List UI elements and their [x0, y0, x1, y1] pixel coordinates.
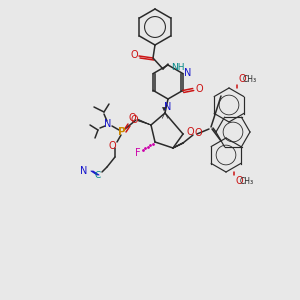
Text: O: O — [108, 141, 116, 151]
Text: N: N — [164, 102, 172, 112]
Text: O: O — [196, 83, 203, 94]
Text: F: F — [135, 148, 141, 158]
Text: O: O — [235, 176, 243, 186]
Text: O: O — [130, 50, 138, 60]
Text: CH₃: CH₃ — [243, 74, 257, 83]
Text: O: O — [194, 128, 202, 138]
Text: ▼: ▼ — [162, 107, 166, 112]
Text: N: N — [104, 119, 112, 129]
Text: O: O — [130, 115, 138, 125]
Text: CH₃: CH₃ — [240, 176, 254, 185]
Text: N: N — [184, 68, 191, 79]
Text: P: P — [118, 127, 126, 137]
Text: O: O — [128, 113, 136, 123]
Text: N: N — [80, 166, 88, 176]
Text: O: O — [186, 127, 194, 137]
Text: O: O — [238, 74, 246, 84]
Text: NH: NH — [171, 64, 184, 73]
Text: C: C — [95, 170, 101, 179]
